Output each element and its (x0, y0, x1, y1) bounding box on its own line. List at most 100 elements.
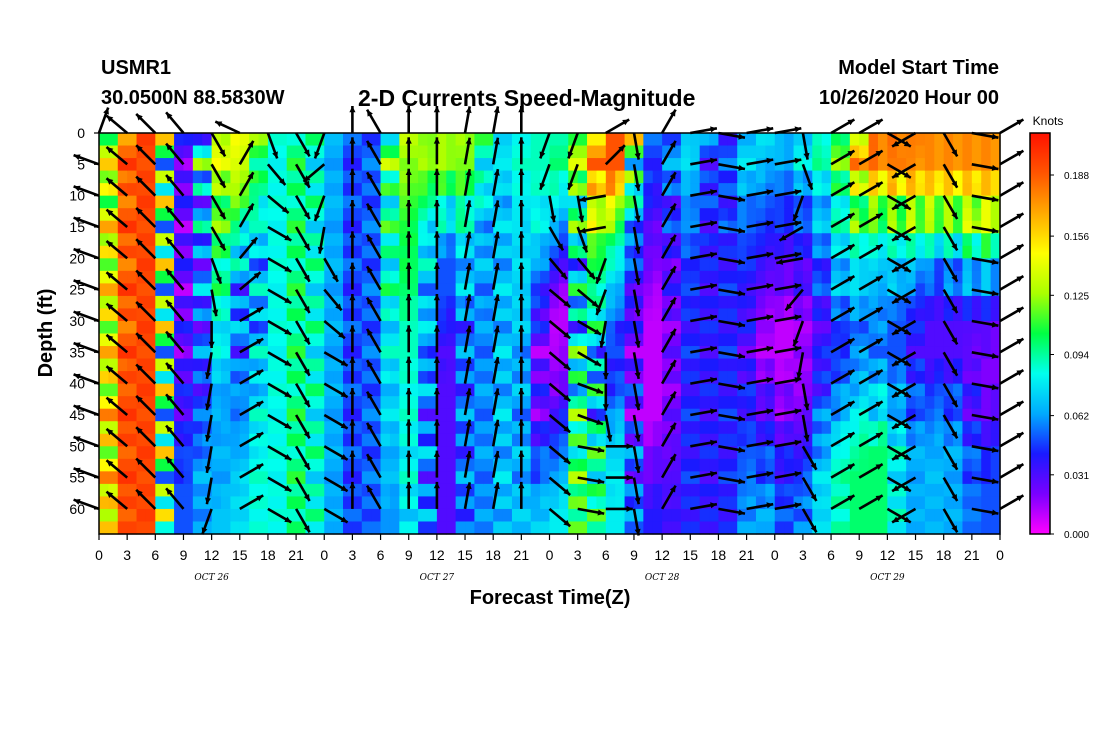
heatmap-cell (671, 483, 682, 498)
heatmap-cell (483, 458, 494, 472)
heatmap-cell (812, 208, 823, 222)
y-tick-label: 35 (69, 344, 85, 360)
heatmap-cell (465, 496, 476, 510)
heatmap-cell (521, 383, 532, 397)
heatmap-cell (831, 308, 842, 322)
heatmap-cell (821, 133, 832, 147)
heatmap-cell (192, 496, 203, 510)
heatmap-cell (127, 358, 138, 372)
heatmap-cell (493, 396, 504, 410)
heatmap-cell (812, 396, 823, 410)
current-vector-arrow (210, 195, 227, 220)
heatmap-cell (117, 408, 128, 422)
heatmap-cell (174, 283, 185, 297)
heatmap-cell (314, 308, 325, 322)
heatmap-cell (333, 245, 344, 259)
heatmap-cell (887, 308, 898, 322)
heatmap-cell (896, 521, 907, 535)
heatmap-cell (117, 145, 128, 159)
heatmap-cell (296, 170, 307, 184)
heatmap-cell (183, 396, 194, 410)
heatmap-cell (943, 521, 954, 535)
heatmap-cell (361, 408, 372, 422)
heatmap-cell (108, 170, 119, 184)
heatmap-cell (896, 233, 907, 247)
heatmap-cell (587, 358, 598, 372)
heatmap-cell (962, 220, 973, 234)
heatmap-cell (389, 133, 400, 147)
current-vector-arrow (365, 108, 382, 134)
heatmap-cell (596, 358, 607, 372)
heatmap-cell (333, 208, 344, 222)
current-vector-arrow (349, 137, 356, 165)
heatmap-cell (568, 471, 579, 485)
heatmap-cell (793, 496, 804, 510)
heatmap-cell (202, 233, 213, 247)
heatmap-cell (605, 320, 616, 335)
x-tick-label: 12 (429, 547, 445, 563)
heatmap-cell (924, 208, 935, 222)
heatmap-cell (774, 170, 785, 184)
heatmap-cell (605, 383, 616, 397)
heatmap-cell (436, 496, 447, 510)
heatmap-cell (530, 145, 541, 159)
current-vector-arrow (690, 220, 718, 229)
heatmap-cell (755, 471, 766, 485)
heatmap-cell (474, 208, 485, 222)
heatmap-cell (849, 258, 860, 272)
heatmap-cell (211, 220, 222, 234)
heatmap-cell (314, 320, 325, 335)
heatmap-cell (399, 396, 410, 410)
heatmap-cell (277, 446, 288, 460)
heatmap-cell (352, 233, 363, 247)
heatmap-cell (305, 283, 316, 297)
current-vector-arrow (942, 445, 959, 471)
heatmap-cell (868, 358, 879, 372)
heatmap-cell (399, 458, 410, 472)
current-vector-arrow (746, 439, 774, 448)
heatmap-cell (493, 346, 504, 360)
heatmap-cell (145, 521, 156, 535)
current-vector-arrow (830, 118, 856, 135)
heatmap-cell (239, 421, 250, 435)
current-vector-arrow (323, 257, 339, 283)
heatmap-cell (399, 258, 410, 272)
heatmap-cell (192, 458, 203, 472)
heatmap-cell (446, 195, 457, 209)
heatmap-cell (671, 358, 682, 372)
heatmap-cell (305, 258, 316, 272)
heatmap-cell (709, 233, 720, 247)
heatmap-cell (812, 295, 823, 310)
heatmap-cell (643, 433, 654, 447)
heatmap-cell (221, 383, 231, 397)
heatmap-cell (155, 371, 166, 385)
heatmap-cell (305, 383, 316, 397)
current-vector-arrow (830, 306, 856, 323)
heatmap-cell (934, 408, 945, 422)
heatmap-cell (296, 346, 307, 360)
heatmap-cell (633, 270, 644, 284)
heatmap-cell (408, 320, 419, 335)
current-vector-arrow (491, 388, 500, 416)
y-tick-label: 60 (69, 501, 85, 517)
heatmap-cell (943, 283, 954, 297)
heatmap-cell (446, 408, 457, 422)
heatmap-cell (258, 245, 269, 259)
heatmap-cell (136, 408, 147, 422)
heatmap-cell (934, 358, 945, 372)
heatmap-cell (343, 371, 354, 385)
heatmap-cell (127, 346, 138, 360)
heatmap-cell (746, 308, 757, 322)
heatmap-cell (502, 333, 513, 347)
heatmap-cell (399, 333, 410, 347)
heatmap-cell (408, 408, 419, 422)
heatmap-cell (324, 358, 335, 372)
heatmap-cell (521, 333, 532, 347)
heatmap-cell (746, 521, 757, 535)
current-vector-arrow (942, 414, 959, 439)
heatmap-cell (530, 346, 541, 360)
heatmap-cell (727, 270, 738, 284)
heatmap-cell (981, 220, 992, 234)
heatmap-cell (568, 446, 579, 460)
heatmap-cell (793, 508, 804, 523)
